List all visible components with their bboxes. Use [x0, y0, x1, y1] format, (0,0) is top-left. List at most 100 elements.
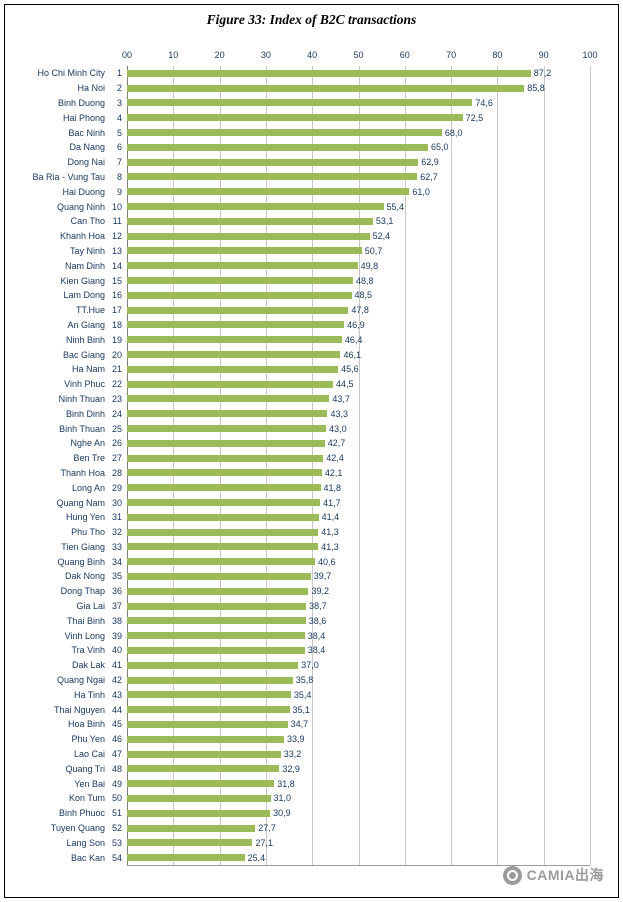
rank-label: 27 [111, 453, 122, 464]
category-label: TT.Hue [75, 305, 105, 316]
rank-label: 50 [111, 793, 122, 804]
rank-label: 7 [116, 157, 122, 168]
value-label: 47,8 [351, 305, 369, 316]
value-label: 46,4 [344, 334, 363, 345]
category-row: Nghe An 26 [15, 436, 127, 451]
bar [127, 439, 325, 447]
bar-row: 45,6 [127, 362, 590, 377]
x-tick-label: 100 [582, 50, 598, 60]
category-row: Ninh Binh 19 [15, 332, 127, 347]
value-label: 65,0 [430, 142, 449, 153]
category-row: Quang Binh 34 [15, 554, 127, 569]
value-label: 41,8 [323, 482, 342, 493]
category-label: Vinh Phuc [64, 379, 105, 390]
rank-label: 35 [111, 571, 122, 582]
rank-label: 32 [111, 527, 122, 538]
bar [127, 351, 341, 359]
rank-label: 15 [111, 275, 122, 286]
rank-label: 10 [111, 201, 122, 212]
bar-row: 85,8 [127, 81, 590, 96]
bar [127, 306, 349, 314]
bar-row: 37,0 [127, 658, 590, 673]
bar-row: 42,4 [127, 451, 590, 466]
category-row: Ba Ria - Vung Tau 8 [15, 170, 127, 185]
bar-row: 46,1 [127, 347, 590, 362]
bar [127, 291, 352, 299]
category-label: Long An [71, 482, 105, 493]
b2c-index-chart: 00 10 20 30 40 50 60 70 80 90 100 Ho Chi Minh City… [15, 48, 598, 867]
bar [127, 425, 327, 433]
value-label: 38,4 [307, 645, 326, 656]
value-label: 38,4 [307, 630, 326, 641]
rank-label: 49 [111, 778, 122, 789]
category-row: Binh Phuoc 51 [15, 806, 127, 821]
bar [127, 188, 410, 196]
category-label: Lao Cai [73, 749, 105, 760]
x-tick-label: 50 [353, 50, 364, 60]
value-label: 33,9 [286, 734, 305, 745]
bar [127, 809, 271, 817]
value-label: 52,4 [372, 231, 391, 242]
bar-row: 34,7 [127, 717, 590, 732]
category-label: Yen Bai [74, 778, 105, 789]
value-label: 46,9 [347, 319, 365, 330]
rank-label: 40 [111, 645, 122, 656]
bar-row: 25,4 [127, 850, 590, 865]
bar [127, 321, 345, 329]
bar-row: 74,6 [127, 96, 590, 111]
x-tick-label: 10 [168, 50, 179, 60]
bar [127, 528, 319, 536]
bar [127, 602, 307, 610]
bar-row: 30,9 [127, 806, 590, 821]
bar-row: 38,7 [127, 599, 590, 614]
value-label: 40,6 [317, 556, 336, 567]
bar-row: 62,9 [127, 155, 590, 170]
rank-label: 11 [112, 216, 122, 227]
category-label: Da Nang [69, 142, 105, 153]
bar [127, 380, 334, 388]
value-label: 31,8 [277, 778, 295, 789]
value-label: 87,2 [533, 68, 552, 79]
bar-row: 46,4 [127, 332, 590, 347]
rank-label: 3 [116, 97, 122, 108]
bar-row: 44,5 [127, 377, 590, 392]
value-label: 85,8 [527, 83, 545, 94]
value-label: 61,0 [412, 186, 430, 197]
bar [127, 646, 305, 654]
bar-row: 48,5 [127, 288, 590, 303]
bar-row: 41,3 [127, 540, 590, 555]
bar-row: 35,1 [127, 702, 590, 717]
bar-row: 39,2 [127, 584, 590, 599]
category-row: Tay Ninh 13 [15, 244, 127, 259]
category-row: Bac Giang 20 [15, 347, 127, 362]
bar-row: 42,1 [127, 466, 590, 481]
category-label: Dak Nong [64, 571, 105, 582]
value-label: 31,0 [273, 793, 292, 804]
bar-row: 35,4 [127, 687, 590, 702]
category-label: Binh Phuoc [58, 808, 105, 819]
rank-label: 31 [111, 512, 122, 523]
category-row: Quang Ninh 10 [15, 199, 127, 214]
x-tick-label: 60 [399, 50, 410, 60]
rank-label: 22 [111, 379, 122, 390]
category-label: Lang Son [66, 837, 105, 848]
rank-label: 36 [111, 586, 122, 597]
category-row: Dak Lak 41 [15, 658, 127, 673]
rank-label: 30 [111, 497, 122, 508]
category-row: Tra Vinh 40 [15, 643, 127, 658]
bar-row: 41,7 [127, 495, 590, 510]
bar [127, 277, 353, 285]
bar-row: 50,7 [127, 244, 590, 259]
bar-row: 32,9 [127, 761, 590, 776]
bar [127, 780, 275, 788]
bar-row: 41,3 [127, 525, 590, 540]
category-labels: Ho Chi Minh City 1 Ha Noi 2 Binh Duong 3… [15, 66, 127, 866]
value-label: 49,8 [360, 260, 379, 271]
category-label: Ha Noi [77, 83, 105, 94]
page: Figure 33: Index of B2C transactions 00 1… [4, 4, 619, 898]
rank-label: 37 [111, 601, 122, 612]
value-label: 44,5 [336, 379, 354, 390]
category-row: Dak Nong 35 [15, 569, 127, 584]
rank-label: 26 [111, 438, 122, 449]
bars: 87,2 85,8 74,6 72,5 68,0 65,0 62,9 62,7 … [127, 66, 590, 865]
